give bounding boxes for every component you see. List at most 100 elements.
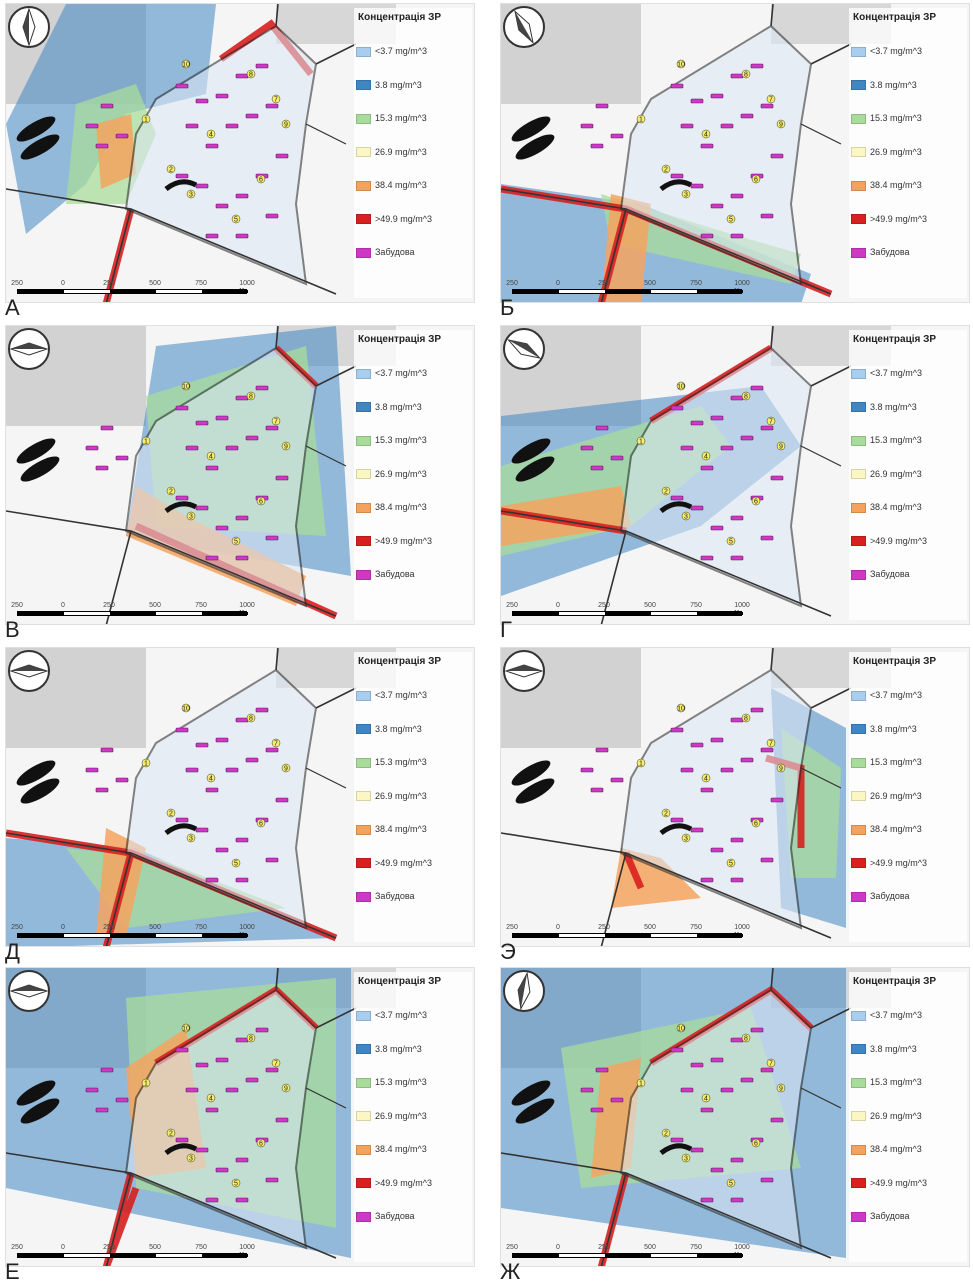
building	[265, 103, 279, 109]
legend-swatch	[356, 46, 371, 57]
scale-tick-label: 250	[11, 924, 23, 931]
monitoring-point-label: 9	[284, 1086, 288, 1093]
monitoring-point-label: 8	[744, 394, 748, 401]
legend-item: 15.3 mg/m^3	[356, 757, 427, 769]
monitoring-point-marker	[271, 1058, 281, 1068]
legend-item: <3.7 mg/m^3	[851, 1010, 922, 1022]
building	[760, 857, 774, 863]
legend-item: 38.4 mg/m^3	[356, 1144, 427, 1156]
scale-tick-label: 250	[103, 924, 115, 931]
map-panel-4: 1 2 3 4 5 6 7 8 9 10 Концентрація ЗР <3.7 mg/m^3 3…	[500, 325, 970, 641]
building	[740, 435, 754, 441]
legend-item: <3.7 mg/m^3	[851, 690, 922, 702]
building	[185, 123, 199, 129]
legend-item: 3.8 mg/m^3	[356, 724, 422, 736]
monitoring-point-label: 3	[684, 514, 688, 521]
legend-item: <3.7 mg/m^3	[356, 46, 427, 58]
scale-tick-label: 750	[690, 1244, 702, 1251]
building	[255, 63, 269, 69]
panel-label: Г	[500, 617, 512, 642]
monitoring-point-marker	[726, 214, 736, 224]
monitoring-point-label: 10	[182, 62, 190, 69]
building	[670, 83, 684, 89]
building	[85, 767, 99, 773]
legend-label: 26.9 mg/m^3	[870, 1110, 922, 1121]
legend-label: 15.3 mg/m^3	[870, 113, 922, 123]
monitoring-point-label: 1	[144, 761, 148, 768]
monitoring-point-label: 8	[249, 72, 253, 79]
monitoring-point-marker	[636, 758, 646, 768]
building	[195, 1062, 209, 1068]
building	[100, 747, 114, 753]
building	[175, 817, 189, 823]
legend-swatch	[356, 502, 371, 513]
building	[730, 1037, 744, 1043]
monitoring-point-marker	[701, 451, 711, 461]
monitoring-point-label: 5	[234, 861, 238, 868]
monitoring-point-marker	[166, 1128, 176, 1138]
legend-label: Забудова	[870, 891, 910, 901]
map-legend: Концентрація ЗР <3.7 mg/m^3 3.8 mg/m^3 15.…	[849, 8, 967, 298]
legend-item: Забудова	[356, 569, 415, 581]
building	[700, 1197, 714, 1203]
legend-item: >49.9 mg/m^3	[356, 214, 432, 226]
building	[590, 143, 604, 149]
legend-swatch	[851, 536, 866, 547]
monitoring-point-marker	[246, 391, 256, 401]
building	[205, 465, 219, 471]
building	[235, 73, 249, 79]
building	[730, 1157, 744, 1163]
building	[205, 787, 219, 793]
scale-tick-label: 250	[598, 1244, 610, 1251]
monitoring-point-label: 3	[684, 836, 688, 843]
building	[85, 123, 99, 129]
legend-title: Концентрація ЗР	[853, 12, 937, 23]
building	[235, 877, 249, 883]
scale-tick-label: 750	[195, 1244, 207, 1251]
building	[700, 787, 714, 793]
building	[590, 787, 604, 793]
monitoring-point-marker	[751, 174, 761, 184]
building	[680, 1087, 694, 1093]
monitoring-point-label: 7	[769, 97, 773, 104]
legend-label: 26.9 mg/m^3	[375, 146, 427, 157]
building	[100, 425, 114, 431]
legend-swatch	[851, 368, 866, 379]
monitoring-point-label: 1	[144, 117, 148, 124]
monitoring-point-label: 8	[249, 1036, 253, 1043]
monitoring-point-marker	[676, 59, 686, 69]
monitoring-point-label: 9	[779, 766, 783, 773]
building	[720, 445, 734, 451]
legend-label: 15.3 mg/m^3	[375, 1077, 427, 1087]
building	[730, 193, 744, 199]
building	[580, 445, 594, 451]
building	[760, 535, 774, 541]
legend-label: 3.8 mg/m^3	[375, 1043, 422, 1054]
scale-tick-label: 250	[103, 280, 115, 287]
legend-item: 15.3 mg/m^3	[851, 435, 922, 447]
legend-swatch	[851, 1111, 866, 1122]
legend-item: 26.9 mg/m^3	[851, 147, 922, 159]
legend-item: Забудова	[356, 1211, 415, 1223]
legend-item: 3.8 mg/m^3	[356, 402, 422, 414]
legend-swatch	[356, 80, 371, 91]
scale-tick-label: 250	[11, 280, 23, 287]
building	[100, 1067, 114, 1073]
monitoring-point-marker	[751, 818, 761, 828]
legend-item: 15.3 mg/m^3	[356, 435, 427, 447]
building	[195, 1147, 209, 1153]
map-legend: Концентрація ЗР <3.7 mg/m^3 3.8 mg/m^3 15.…	[849, 972, 967, 1262]
legend-item: 15.3 mg/m^3	[356, 1077, 427, 1089]
monitoring-point-label: 2	[169, 1131, 173, 1138]
monitoring-point-label: 1	[144, 1081, 148, 1088]
scale-tick-label: 750	[690, 602, 702, 609]
monitoring-point-marker	[181, 703, 191, 713]
scale-tick-label: 250	[103, 1244, 115, 1251]
building	[690, 183, 704, 189]
building	[760, 103, 774, 109]
scale-tick-label: 250	[598, 924, 610, 931]
dispersion-map: 1 2 3 4 5 6 7 8 9 10 Концентрація ЗР <3.7 mg/m^3 3…	[5, 647, 475, 947]
monitoring-point-marker	[281, 119, 291, 129]
